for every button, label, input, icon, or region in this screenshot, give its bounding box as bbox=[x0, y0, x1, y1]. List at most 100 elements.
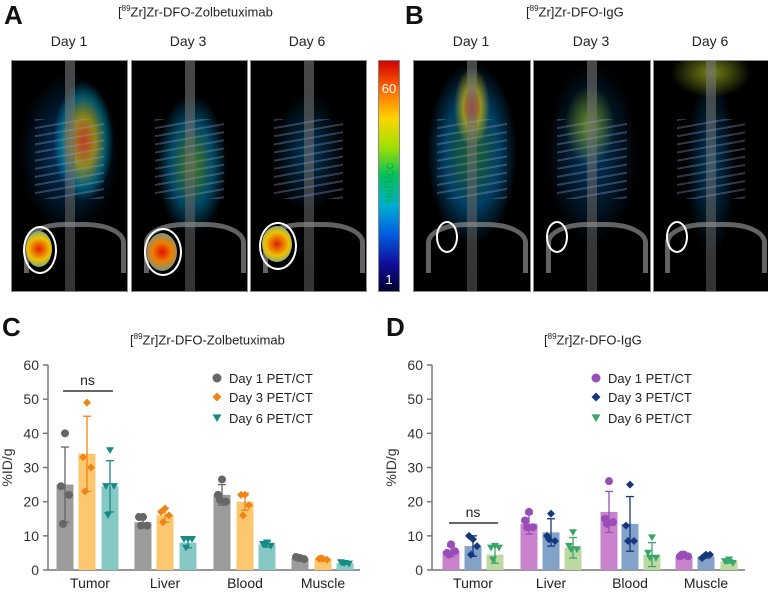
y-tick-label: 30 bbox=[407, 460, 423, 476]
data-point bbox=[569, 529, 577, 537]
y-tick-label: 40 bbox=[23, 425, 39, 441]
y-tick-label: 60 bbox=[407, 357, 423, 373]
title-part: Zr]Zr-DFO-Zolbetuximab bbox=[130, 4, 273, 20]
y-tick-label: 10 bbox=[407, 528, 423, 544]
data-point bbox=[622, 521, 630, 530]
data-point bbox=[87, 463, 95, 472]
bar bbox=[134, 522, 152, 570]
bar bbox=[213, 494, 231, 570]
data-point bbox=[216, 495, 224, 504]
y-tick-label: 40 bbox=[407, 425, 423, 441]
data-point bbox=[237, 490, 245, 499]
bar bbox=[156, 515, 174, 570]
bar bbox=[179, 542, 197, 570]
data-point bbox=[678, 550, 686, 559]
panel-c-title: [89Zr]Zr-DFO-Zolbetuximab bbox=[130, 332, 285, 347]
data-point bbox=[59, 519, 67, 528]
pet-image-b-day6 bbox=[653, 60, 768, 292]
panel-d-title: [89Zr]Zr-DFO-IgG bbox=[544, 332, 642, 347]
legend-label: Day 1 PET/CT bbox=[229, 371, 313, 386]
data-point bbox=[294, 553, 302, 562]
data-point bbox=[646, 554, 654, 562]
legend-label: Day 3 PET/CT bbox=[229, 390, 313, 405]
data-point bbox=[143, 521, 151, 530]
panel-b-title: [89Zr]Zr-DFO-IgG bbox=[526, 4, 624, 19]
pet-image-a-day3 bbox=[131, 60, 248, 292]
colorbar: 60 %ID/cc 1 bbox=[378, 60, 400, 292]
data-point bbox=[706, 550, 714, 559]
data-point bbox=[267, 542, 275, 550]
y-tick-label: 0 bbox=[415, 562, 423, 578]
data-point bbox=[65, 490, 73, 499]
bar bbox=[101, 486, 119, 570]
panel-a-day3-label: Day 3 bbox=[169, 33, 207, 49]
data-point bbox=[345, 560, 353, 568]
pet-image-b-day3 bbox=[533, 60, 651, 292]
data-point bbox=[218, 475, 226, 484]
legend-label: Day 6 PET/CT bbox=[608, 411, 692, 426]
title-part: [ bbox=[526, 4, 530, 20]
panel-letter-c: C bbox=[2, 312, 21, 342]
tumor-circle bbox=[144, 228, 182, 276]
data-point bbox=[104, 512, 112, 519]
panel-letter-b: B bbox=[405, 0, 424, 30]
data-point bbox=[495, 544, 503, 552]
data-point bbox=[525, 507, 533, 516]
data-point bbox=[159, 518, 167, 527]
tumor-circle bbox=[666, 221, 688, 253]
category-label: Blood bbox=[612, 575, 648, 591]
data-point bbox=[700, 552, 708, 561]
y-axis-label: %ID/g bbox=[0, 448, 15, 486]
y-tick-label: 50 bbox=[407, 391, 423, 407]
title-superscript: 89 bbox=[133, 332, 143, 341]
title-superscript: 89 bbox=[121, 4, 131, 13]
bar bbox=[720, 561, 738, 570]
legend-marker bbox=[212, 392, 222, 402]
data-point bbox=[529, 523, 537, 532]
tumor-circle bbox=[23, 226, 57, 274]
data-point bbox=[135, 513, 143, 522]
bar bbox=[464, 546, 482, 570]
y-tick-label: 30 bbox=[23, 460, 39, 476]
panel-b-day3-label: Day 3 bbox=[572, 33, 610, 49]
data-point bbox=[188, 536, 196, 543]
pet-image-a-day1 bbox=[11, 60, 128, 292]
panel-b-day1-label: Day 1 bbox=[452, 33, 490, 49]
data-point bbox=[157, 507, 165, 516]
data-point bbox=[165, 511, 173, 520]
category-label: Blood bbox=[227, 575, 263, 591]
data-point bbox=[648, 534, 656, 542]
data-point bbox=[81, 487, 89, 496]
data-point bbox=[110, 483, 118, 490]
y-tick-label: 60 bbox=[23, 357, 39, 373]
category-label: Tumor bbox=[453, 575, 493, 591]
data-point bbox=[630, 536, 638, 545]
data-point bbox=[451, 547, 459, 556]
data-point bbox=[465, 531, 473, 540]
data-point bbox=[261, 541, 269, 548]
bar bbox=[291, 558, 309, 570]
data-point bbox=[323, 555, 331, 564]
title-superscript: 89 bbox=[547, 332, 557, 341]
y-tick-label: 50 bbox=[23, 391, 39, 407]
category-label: Liver bbox=[536, 575, 567, 591]
data-point bbox=[180, 536, 188, 543]
data-point bbox=[551, 536, 559, 545]
data-point bbox=[473, 542, 481, 551]
data-point bbox=[467, 550, 475, 559]
data-point bbox=[487, 544, 495, 552]
panel-letter-a: A bbox=[4, 0, 23, 30]
data-point bbox=[547, 509, 555, 518]
data-point bbox=[300, 555, 308, 564]
data-point bbox=[182, 544, 190, 552]
title-part: [ bbox=[544, 332, 548, 348]
title-part: Zr]Zr-DFO-IgG bbox=[556, 332, 642, 348]
y-tick-label: 20 bbox=[407, 494, 423, 510]
data-point bbox=[491, 542, 499, 550]
y-tick-label: 0 bbox=[31, 562, 39, 578]
significance-label: ns bbox=[80, 372, 95, 388]
y-tick-label: 20 bbox=[23, 494, 39, 510]
legend-label: Day 3 PET/CT bbox=[608, 390, 692, 405]
data-point bbox=[605, 477, 613, 486]
data-point bbox=[83, 398, 91, 407]
